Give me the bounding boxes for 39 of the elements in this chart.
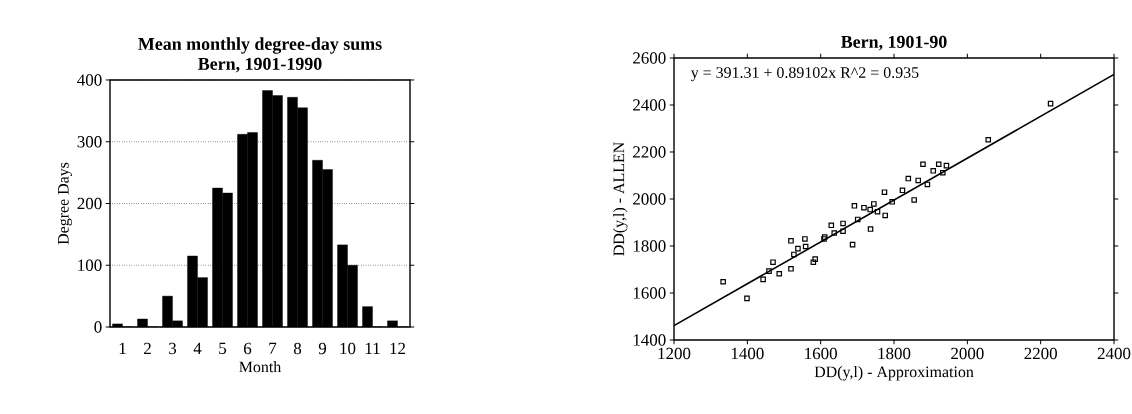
x-tick-label: 3 bbox=[169, 342, 177, 355]
x-tick-label: 2200 bbox=[1024, 347, 1057, 360]
x-axis-title: Month bbox=[239, 361, 282, 373]
y-tick-label: 2400 bbox=[633, 99, 666, 111]
y-tick-label: 1400 bbox=[633, 334, 666, 346]
x-tick-label: 5 bbox=[219, 342, 227, 355]
x-tick-label: 1400 bbox=[731, 347, 764, 360]
y-tick-label: 0 bbox=[94, 321, 102, 333]
x-tick-label: 9 bbox=[318, 342, 327, 355]
x-tick-label: 10 bbox=[340, 342, 356, 355]
annotation: y = 391.31 + 0.89102x R^2 = 0.935 bbox=[690, 67, 919, 82]
chart-title: Bern, 1901-90 bbox=[841, 35, 947, 51]
y-tick-label: 1800 bbox=[633, 240, 666, 252]
y-axis-title: DD(y,l) - ALLEN bbox=[613, 142, 628, 256]
chart-subtitle: Bern, 1901-1990 bbox=[198, 57, 322, 73]
y-tick-label: 400 bbox=[77, 74, 102, 86]
y-tick-label: 2000 bbox=[633, 193, 666, 205]
x-tick-label: 2000 bbox=[951, 347, 984, 360]
x-tick-label: 2 bbox=[144, 342, 151, 354]
y-tick-label: 2200 bbox=[633, 146, 666, 158]
x-tick-label: 7 bbox=[269, 342, 277, 354]
y-tick-label: 100 bbox=[78, 259, 102, 271]
x-tick-label: 11 bbox=[365, 342, 380, 354]
chart-title: Mean monthly degree-day sums bbox=[138, 37, 382, 54]
x-tick-label: 6 bbox=[244, 342, 252, 355]
y-tick-label: 1600 bbox=[633, 287, 666, 299]
x-tick-label: 12 bbox=[390, 342, 406, 354]
x-tick-label: 1600 bbox=[805, 347, 837, 360]
y-tick-label: 300 bbox=[77, 136, 102, 148]
x-axis-title: DD(y,l) - Approximation bbox=[814, 366, 974, 381]
x-tick-label: 8 bbox=[293, 342, 302, 355]
y-tick-label: 2600 bbox=[633, 52, 666, 64]
x-tick-label: 1800 bbox=[878, 347, 911, 360]
x-tick-label: 4 bbox=[193, 342, 202, 354]
y-axis-title: Degree Days bbox=[58, 162, 72, 245]
x-tick-label: 1200 bbox=[658, 347, 691, 360]
x-tick-label: 1 bbox=[119, 342, 126, 354]
x-tick-label: 2400 bbox=[1097, 347, 1131, 360]
y-tick-label: 200 bbox=[77, 197, 102, 210]
